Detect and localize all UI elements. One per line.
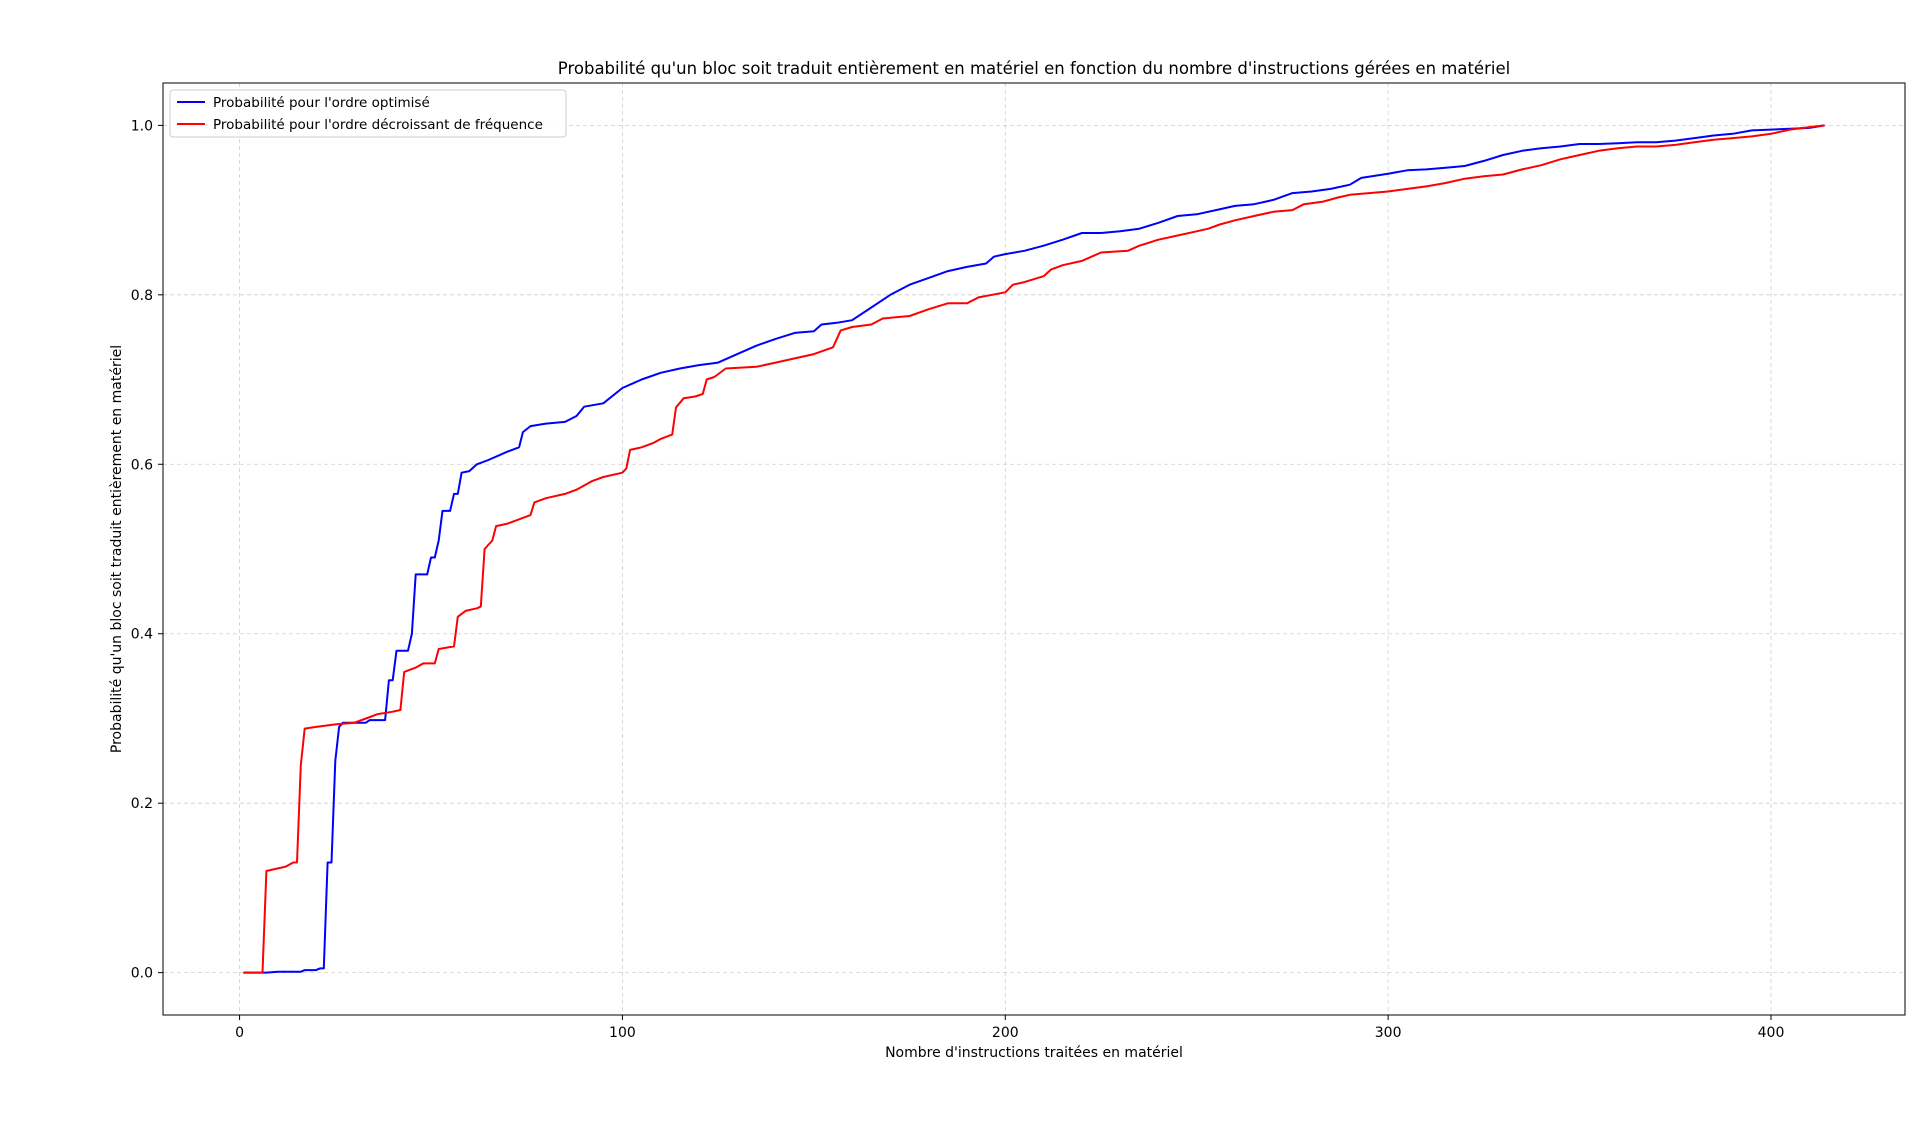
x-tick-label: 400 xyxy=(1758,1025,1785,1041)
y-tick-label: 0.4 xyxy=(131,627,153,643)
legend-label-frequence: Probabilité pour l'ordre décroissant de … xyxy=(213,117,543,133)
x-axis-label: Nombre d'instructions traitées en matéri… xyxy=(885,1045,1183,1061)
y-tick-label: 1.0 xyxy=(131,118,153,134)
x-tick-label: 200 xyxy=(992,1025,1019,1041)
legend-label-optimise: Probabilité pour l'ordre optimisé xyxy=(213,95,430,111)
legend-box xyxy=(169,89,567,138)
series-lines xyxy=(243,124,1825,974)
series-line-0 xyxy=(243,124,1825,974)
legend: Probabilité pour l'ordre optimisé Probab… xyxy=(169,89,567,138)
y-tick-label: 0.6 xyxy=(131,457,153,473)
x-tick-label: 300 xyxy=(1375,1025,1402,1041)
x-tick-label: 0 xyxy=(235,1025,244,1041)
y-axis-label: Probabilité qu'un bloc soit traduit enti… xyxy=(109,345,125,753)
plot-frame xyxy=(162,82,1906,1016)
x-tick-label: 100 xyxy=(609,1025,636,1041)
y-tick-label: 0.0 xyxy=(131,966,153,982)
chart-title: Probabilité qu'un bloc soit traduit enti… xyxy=(558,59,1510,78)
y-tick-label: 0.2 xyxy=(131,796,153,812)
axis-ticks: 0 100 200 300 400 0.0 0.2 0.4 0.6 0.8 1.0 xyxy=(131,118,1785,1041)
series-line-1 xyxy=(243,124,1825,974)
y-tick-label: 0.8 xyxy=(131,288,153,304)
